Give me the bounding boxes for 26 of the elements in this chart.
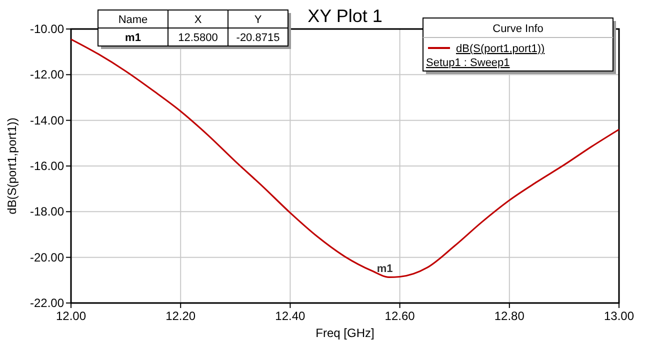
y-tick-label: -20.00 [30,250,64,264]
y-tick-label: -18.00 [30,204,64,219]
y-tick-label: -10.00 [30,22,64,36]
y-tick-label: -22.00 [30,296,64,310]
annotation: Setup1 : Sweep1 [426,57,510,69]
y-tick-label: -12.00 [30,68,64,82]
x-tick-label: 12.00 [56,309,86,323]
annotation: -20.8715 [236,32,280,44]
annotation: m1 [376,263,393,276]
annotation: 12.5800 [178,32,218,44]
x-tick-label: 12.20 [166,309,196,323]
x-tick-label: 12.60 [384,309,416,323]
x-axis-title: Freq [GHz] [316,326,374,340]
legend-title: Curve Info [492,23,544,35]
x-tick-label: 13.00 [604,309,634,323]
y-tick-label: -16.00 [30,159,64,173]
y-axis-title: dB(S(port1,port1)) [5,118,19,214]
text: X [194,14,202,26]
x-tick-label: 12.40 [275,309,306,323]
x-tick-label: 12.80 [494,309,525,323]
annotation: m1 [125,32,141,44]
chart-title: XY Plot 1 [308,6,382,26]
text: Y [254,14,262,26]
y-tick-label: -14.00 [30,113,64,128]
legend-label: dB(S(port1,port1)) [456,43,545,55]
text: Name [118,14,148,26]
